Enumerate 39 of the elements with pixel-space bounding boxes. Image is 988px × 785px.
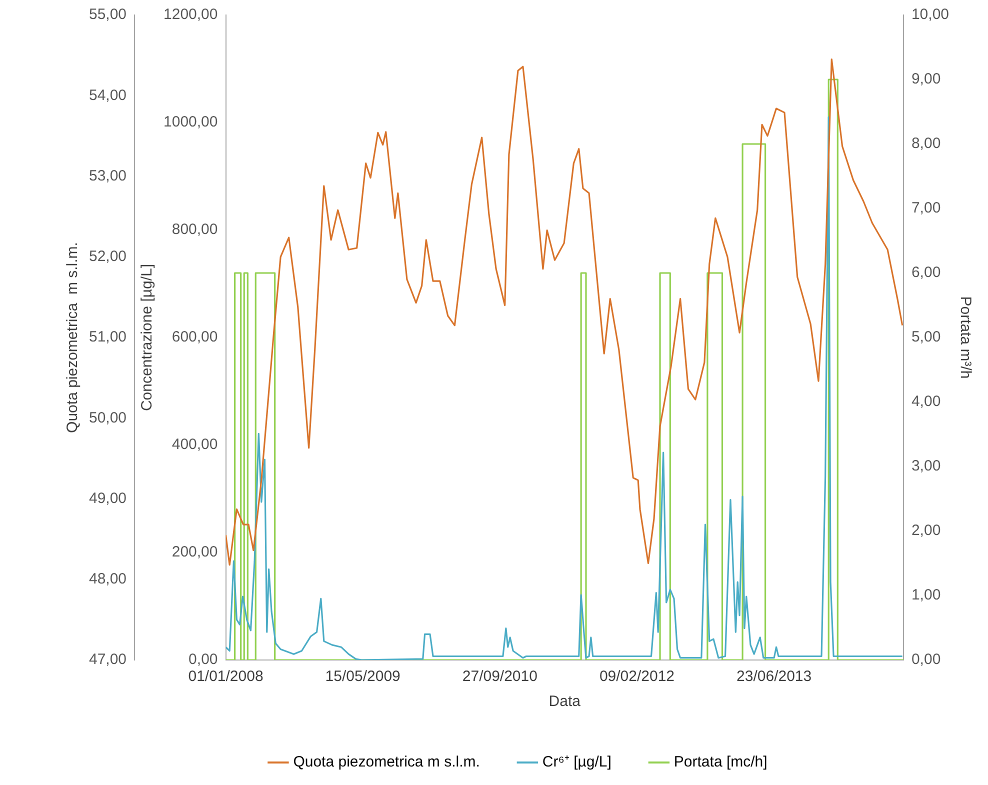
y3-tick-label: 54,00	[88, 86, 127, 104]
y3-tick-label: 52,00	[88, 248, 127, 266]
x-tick-label: 27/09/2010	[462, 668, 538, 686]
y-tick-label: 0,00	[188, 651, 218, 668]
y3-tick-label: 51,00	[88, 328, 127, 346]
y3-tick-label: 47,00	[88, 651, 127, 668]
y-tick-label: 400,00	[172, 436, 218, 454]
y2-tick-label: 9,00	[911, 70, 941, 88]
y-tick-label: 600,00	[172, 328, 218, 346]
y3-tick-label: 48,00	[88, 570, 127, 588]
x-tick-label: 01/01/2008	[188, 668, 264, 686]
x-tick-label: 09/02/2012	[599, 668, 675, 686]
y3-tick-label: 50,00	[88, 409, 127, 426]
legend-label: Cr⁶⁺ [µg/L]	[542, 754, 612, 771]
y2-tick-label: 7,00	[911, 200, 941, 217]
legend-label: Portata [mc/h]	[674, 754, 768, 771]
x-tick-label: 15/05/2009	[325, 668, 400, 686]
y2-tick-label: 6,00	[911, 264, 941, 282]
y2-tick-label: 2,00	[911, 522, 941, 540]
y-tick-label: 800,00	[172, 221, 218, 238]
x-axis-title: Data	[548, 693, 582, 710]
y2-tick-label: 5,00	[911, 328, 941, 346]
y2-axis-title: Portata m³/h	[956, 296, 974, 379]
legend-label: Quota piezometrica m s.l.m.	[293, 754, 480, 771]
y2-tick-label: 8,00	[911, 135, 941, 152]
y-tick-label: 200,00	[172, 544, 218, 561]
y-tick-label: 1200,00	[164, 6, 218, 24]
y2-tick-label: 10,00	[911, 6, 950, 24]
y2-tick-label: 4,00	[911, 393, 941, 410]
y3-tick-label: 55,00	[88, 6, 127, 24]
y-tick-label: 1000,00	[164, 114, 218, 131]
y2-tick-label: 1,00	[911, 586, 941, 604]
y2-tick-label: 0,00	[911, 651, 941, 668]
y2-tick-label: 3,00	[911, 458, 941, 475]
y3-tick-label: 49,00	[88, 490, 127, 507]
x-tick-label: 23/06/2013	[736, 668, 812, 686]
y3-axis-title: Quota piezometrica m s.l.m.	[64, 242, 82, 433]
y-axis-title: Concentrazione [µg/L]	[138, 264, 156, 412]
y3-tick-label: 53,00	[88, 167, 127, 184]
